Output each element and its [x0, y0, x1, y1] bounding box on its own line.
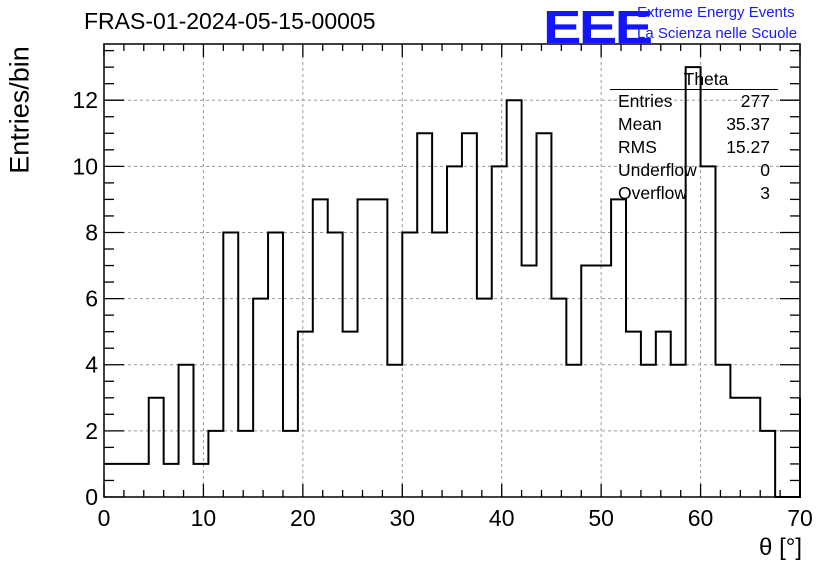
y-tick-label: 10	[72, 153, 98, 179]
logo-text-line2: La Scienza nelle Scuole	[637, 25, 798, 42]
stats-row: Mean 35.37	[610, 113, 778, 136]
stats-row: RMS 15.27	[610, 136, 778, 159]
y-tick-label: 6	[85, 286, 98, 312]
y-tick-labels: 0 2 4 6 8 10 12	[72, 87, 98, 510]
axis-ticks	[103, 44, 801, 498]
y-tick-label: 4	[85, 352, 98, 378]
stats-label: Overflow	[618, 183, 688, 203]
y-axis-label: Entries/bin	[4, 46, 35, 174]
stats-value: 3	[760, 183, 770, 203]
y-tick-label: 2	[85, 418, 98, 444]
logo-text-line1: Extreme Energy Events	[637, 4, 795, 21]
stats-box: Theta Entries 277 Mean 35.37 RMS 15.27 U…	[610, 68, 778, 205]
x-tick-label: 0	[98, 505, 111, 531]
x-tick-labels: 0 10 20 30 40 50 60 70	[98, 505, 813, 531]
x-tick-label: 70	[787, 505, 813, 531]
stats-label: RMS	[618, 137, 657, 157]
stats-value: 15.27	[726, 137, 770, 157]
stats-value: 277	[740, 91, 770, 111]
stats-label: Underflow	[618, 160, 697, 180]
stats-label: Entries	[618, 91, 673, 111]
stats-row: Entries 277	[610, 90, 778, 113]
stats-divider	[610, 89, 778, 90]
chart-title: FRAS-01-2024-05-15-00005	[84, 8, 376, 34]
stats-label: Mean	[618, 114, 662, 134]
histogram-line	[104, 66, 801, 498]
x-tick-label: 60	[688, 505, 714, 531]
stats-row: Overflow 3	[610, 182, 778, 205]
plot-frame	[103, 43, 801, 498]
x-tick-label: 50	[588, 505, 614, 531]
stats-row: Underflow 0	[610, 159, 778, 182]
stats-value: 35.37	[726, 114, 770, 134]
y-tick-label: 0	[85, 484, 98, 510]
x-tick-label: 30	[389, 505, 415, 531]
y-tick-label: 12	[72, 87, 98, 113]
y-tick-label: 8	[85, 219, 98, 245]
x-tick-label: 20	[290, 505, 316, 531]
x-axis-label: θ [°]	[759, 534, 802, 561]
x-tick-label: 10	[191, 505, 217, 531]
stats-title: Theta	[683, 69, 729, 89]
eee-logo: EEE	[543, 1, 653, 53]
x-tick-label: 40	[489, 505, 515, 531]
stats-value: 0	[760, 160, 770, 180]
